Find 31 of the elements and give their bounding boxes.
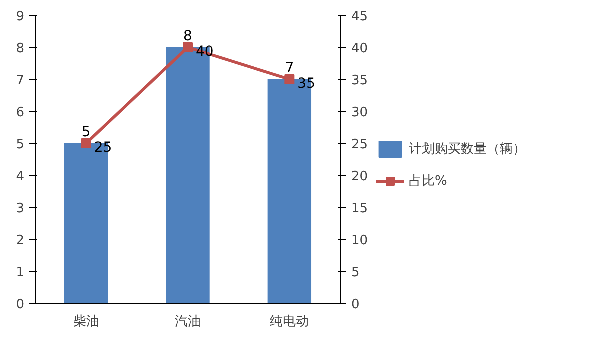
y2-tick-label: 0 [352,298,360,312]
legend-label: 占比% [409,172,448,190]
y2-tick-label: 35 [352,74,368,88]
y-tick-label: 0 [16,298,25,312]
y-tick-label: 4 [16,170,25,184]
x-tick-label: 纯电动 [270,314,310,330]
y2-tick-label: 45 [352,10,368,24]
y-tick-label: 7 [16,74,25,88]
data-label: 7 [285,60,294,76]
y-tick-label: 9 [16,10,25,24]
y-tick-label: 2 [16,234,25,248]
y2-tick-label: 15 [352,202,368,216]
y2-tick-label: 25 [352,138,368,152]
y-tick-label: 3 [16,202,25,216]
point [284,74,295,84]
y2-tick-label: 10 [352,234,368,248]
point [183,42,193,52]
y2-tick-label: 40 [352,42,368,56]
data-label: 5 [82,124,91,140]
x-tick-label: 柴油 [73,314,100,330]
data-label: 8 [184,28,192,44]
legend-label: 计划购买数量（辆） [409,140,526,158]
y2-tick-label: 30 [352,106,368,120]
y-tick-label: 6 [16,106,25,120]
y2-tick-label: 20 [352,170,368,184]
y-tick-label: 5 [16,138,25,152]
y-tick-label: 1 [16,266,25,280]
y-tick-label: 8 [16,42,25,56]
point [81,138,92,148]
y2-tick-label: 5 [352,266,360,280]
x-tick-label: 汽油 [175,314,201,330]
